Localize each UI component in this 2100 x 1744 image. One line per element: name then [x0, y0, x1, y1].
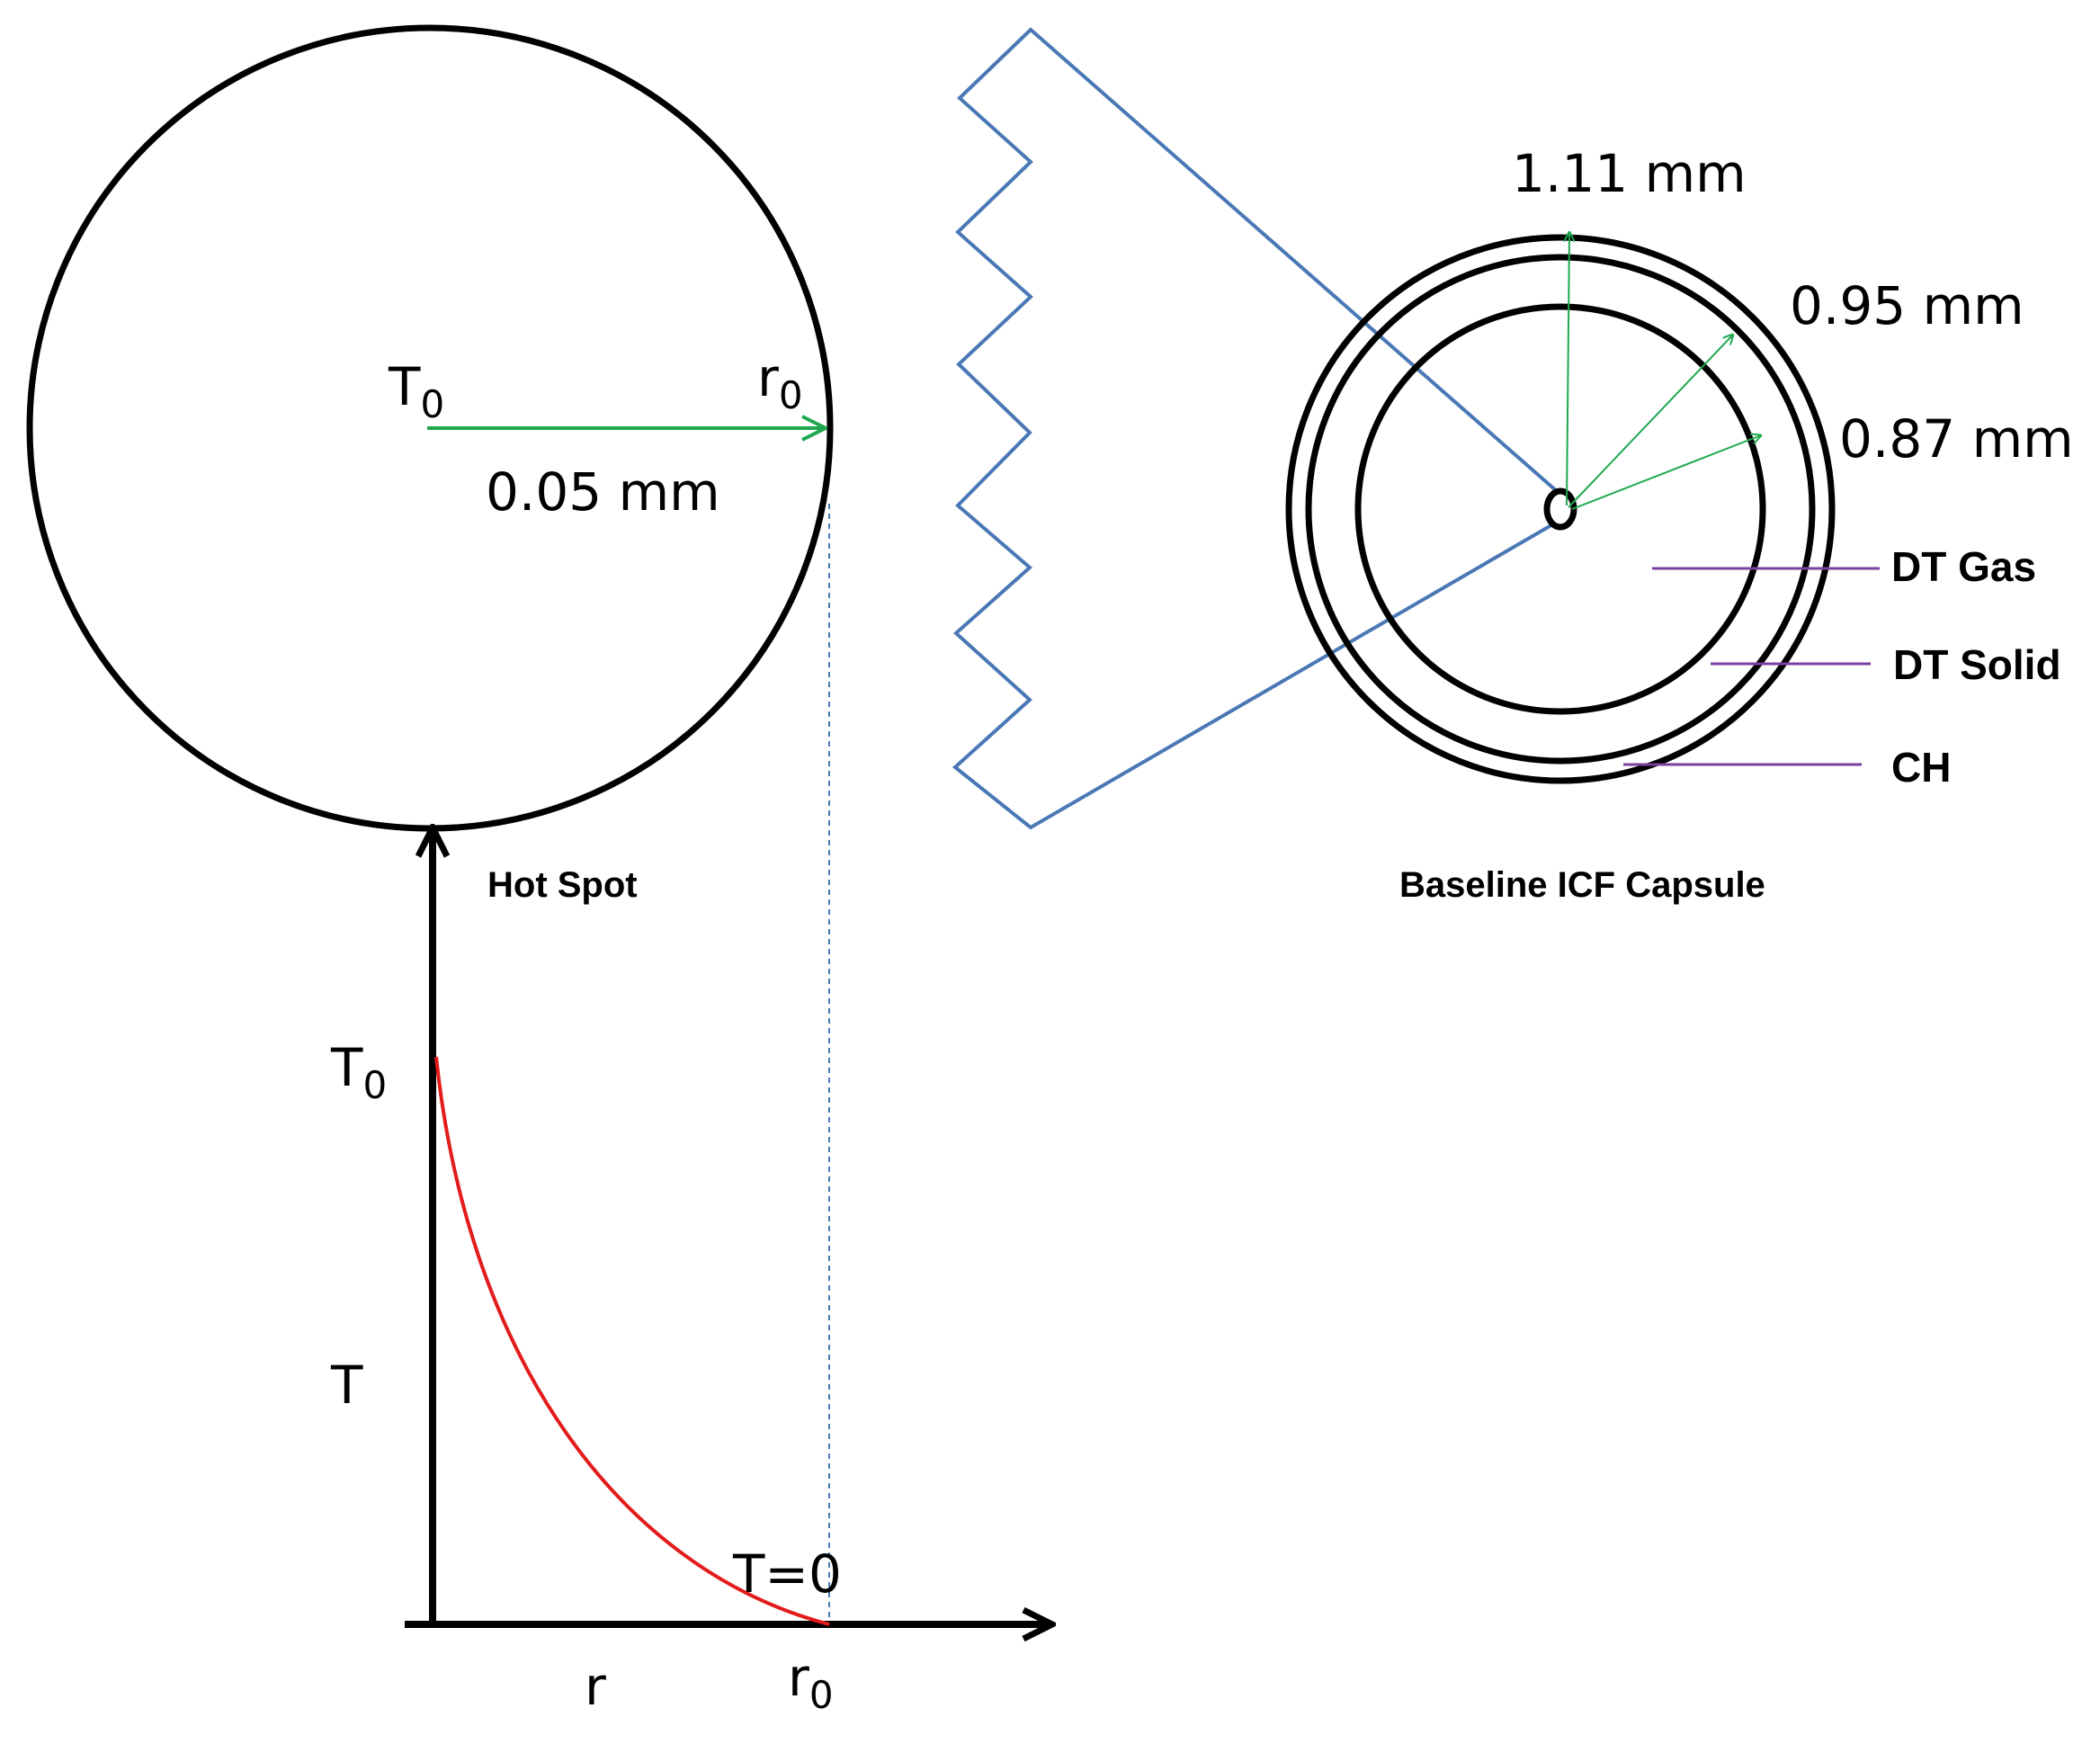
- dt-gas-label: DT Gas: [1891, 543, 2036, 590]
- hot-spot-caption: Hot Spot: [487, 865, 638, 905]
- capsule-hot-spot-marker: [1543, 487, 1577, 531]
- capsule-ch-shell: [1285, 234, 1836, 784]
- profile-end-value-label: T=0: [732, 1543, 842, 1605]
- temperature-profile-curve: [434, 1056, 830, 1626]
- capsule-radius-label-1: 1.11 mm: [1512, 143, 1747, 204]
- hot-spot-radius-label: 0.05 mm: [486, 461, 720, 523]
- profile-y-top-label: T0: [330, 1037, 387, 1107]
- profile-x-end-label: r0: [788, 1647, 834, 1717]
- hot-spot-center-label: T0: [388, 356, 444, 426]
- profile-x-label: r: [585, 1656, 606, 1717]
- capsule-radius-arrow-1: [1567, 232, 1569, 506]
- capsule-radius-arrow-3: [1571, 435, 1761, 510]
- zoom-indicator-lines: [952, 27, 1559, 830]
- capsule-caption: Baseline ICF Capsule: [1399, 865, 1765, 905]
- hot-spot-edge-label: r0: [757, 347, 803, 417]
- ch-label: CH: [1891, 744, 1951, 791]
- dt-solid-label: DT Solid: [1893, 641, 2061, 688]
- capsule-radius-label-3: 0.87 mm: [1839, 408, 2074, 470]
- capsule-dt-gas-boundary: [1354, 303, 1766, 715]
- capsule-dt-solid-shell: [1305, 254, 1816, 765]
- capsule-radius-label-2: 0.95 mm: [1790, 275, 2024, 336]
- profile-y-label: T: [330, 1355, 363, 1416]
- capsule-radius-arrow-2: [1568, 335, 1733, 508]
